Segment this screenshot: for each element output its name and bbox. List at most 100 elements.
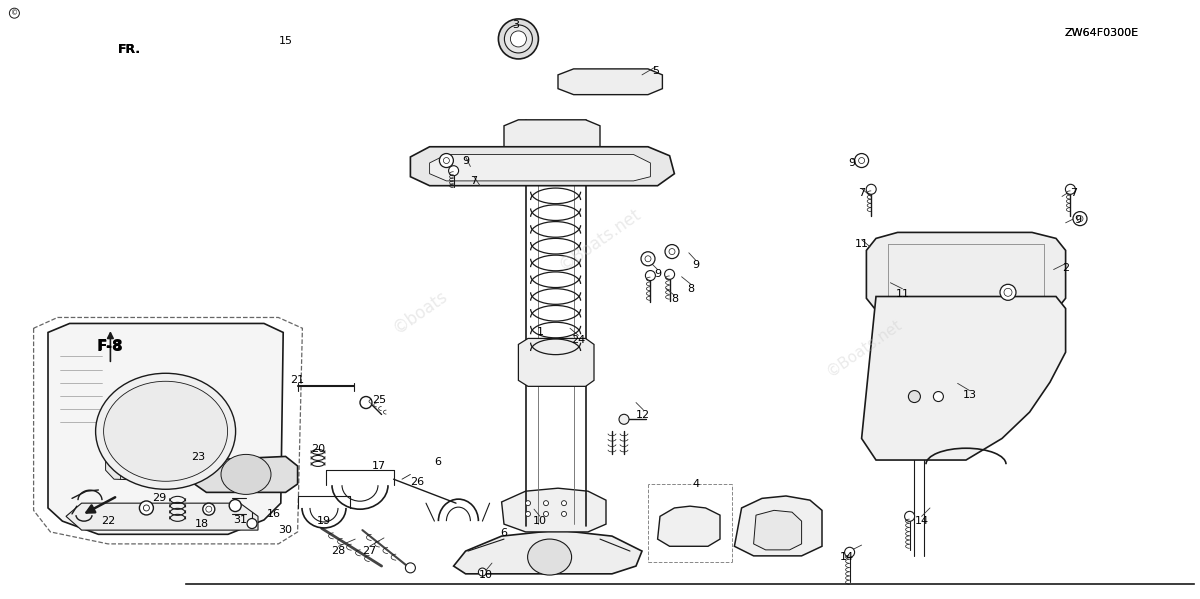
Polygon shape — [862, 297, 1066, 460]
Circle shape — [646, 271, 655, 280]
Text: 6: 6 — [500, 528, 508, 538]
Circle shape — [908, 391, 920, 403]
Polygon shape — [518, 338, 594, 386]
Polygon shape — [504, 120, 600, 157]
Text: 11: 11 — [895, 289, 910, 298]
Text: F-8: F-8 — [97, 338, 124, 354]
Circle shape — [562, 501, 566, 506]
Circle shape — [1066, 184, 1075, 194]
Polygon shape — [734, 496, 822, 556]
Text: 4: 4 — [692, 479, 700, 489]
Text: 7: 7 — [858, 188, 865, 198]
Circle shape — [10, 8, 19, 18]
Ellipse shape — [96, 373, 235, 489]
Ellipse shape — [103, 382, 228, 481]
Circle shape — [203, 503, 215, 515]
Text: 2: 2 — [1062, 264, 1069, 273]
Circle shape — [544, 512, 548, 516]
Circle shape — [439, 153, 454, 168]
Text: ©boats: ©boats — [389, 286, 451, 337]
Polygon shape — [430, 155, 650, 181]
Polygon shape — [48, 323, 283, 534]
Circle shape — [1000, 285, 1016, 300]
Text: 19: 19 — [317, 516, 331, 526]
Text: 9: 9 — [654, 270, 661, 279]
Text: 10: 10 — [533, 516, 547, 526]
Circle shape — [859, 158, 864, 164]
Text: 31: 31 — [233, 515, 247, 525]
Text: 7: 7 — [1070, 188, 1078, 198]
Circle shape — [641, 252, 655, 266]
Circle shape — [247, 519, 257, 528]
Text: 10: 10 — [479, 570, 493, 580]
Polygon shape — [66, 503, 258, 530]
Circle shape — [526, 501, 530, 506]
Text: ©Boats.net: ©Boats.net — [556, 205, 644, 274]
Circle shape — [905, 512, 914, 521]
Text: ZW64F0300E: ZW64F0300E — [1064, 28, 1139, 38]
Circle shape — [406, 563, 415, 573]
Text: 26: 26 — [410, 477, 425, 487]
Text: 21: 21 — [290, 376, 305, 385]
Polygon shape — [890, 382, 958, 410]
Text: 9: 9 — [692, 260, 700, 270]
Circle shape — [479, 568, 486, 576]
Text: 8: 8 — [688, 284, 695, 294]
Text: 13: 13 — [962, 391, 977, 400]
Circle shape — [562, 512, 566, 516]
Circle shape — [444, 158, 449, 164]
Polygon shape — [898, 288, 930, 308]
Polygon shape — [558, 69, 662, 95]
Polygon shape — [106, 392, 222, 482]
Circle shape — [619, 415, 629, 424]
Text: 24: 24 — [571, 335, 586, 345]
Polygon shape — [194, 456, 298, 492]
Text: 20: 20 — [311, 444, 325, 454]
Circle shape — [934, 392, 943, 401]
Circle shape — [854, 153, 869, 168]
Text: 9: 9 — [848, 158, 856, 168]
Text: 16: 16 — [266, 509, 281, 519]
Text: 22: 22 — [101, 516, 115, 526]
Text: 3: 3 — [512, 20, 520, 30]
Text: 1: 1 — [536, 328, 544, 337]
Text: 9: 9 — [462, 156, 469, 165]
Ellipse shape — [528, 539, 571, 575]
Polygon shape — [754, 510, 802, 550]
Circle shape — [526, 512, 530, 516]
Text: FR.: FR. — [118, 43, 142, 56]
Text: 14: 14 — [840, 552, 854, 562]
Text: 5: 5 — [652, 66, 659, 75]
Text: 15: 15 — [278, 36, 293, 46]
Polygon shape — [866, 232, 1066, 316]
Circle shape — [544, 501, 548, 506]
Text: 29: 29 — [152, 494, 167, 503]
Circle shape — [206, 506, 211, 512]
Polygon shape — [410, 147, 674, 186]
Text: 6: 6 — [434, 458, 442, 467]
Circle shape — [449, 166, 458, 176]
Text: FR.: FR. — [118, 43, 142, 56]
Polygon shape — [658, 506, 720, 546]
Text: 30: 30 — [278, 525, 293, 535]
Text: 11: 11 — [854, 240, 869, 249]
Circle shape — [229, 500, 241, 512]
Circle shape — [139, 501, 154, 515]
Text: 9: 9 — [1074, 216, 1081, 225]
Polygon shape — [454, 530, 642, 574]
Circle shape — [510, 31, 527, 47]
Circle shape — [845, 547, 854, 557]
Text: 7: 7 — [470, 176, 478, 186]
Polygon shape — [502, 488, 606, 532]
Text: 18: 18 — [194, 519, 209, 529]
Circle shape — [498, 19, 539, 59]
Text: 14: 14 — [914, 516, 929, 526]
Text: 23: 23 — [191, 452, 205, 462]
Text: 28: 28 — [331, 546, 346, 556]
Text: ©Boats.net: ©Boats.net — [823, 316, 905, 379]
Text: ©: © — [11, 10, 18, 16]
Ellipse shape — [221, 455, 271, 494]
Circle shape — [1078, 216, 1084, 222]
Circle shape — [670, 249, 676, 255]
Text: ZW64F0300E: ZW64F0300E — [1064, 28, 1139, 38]
